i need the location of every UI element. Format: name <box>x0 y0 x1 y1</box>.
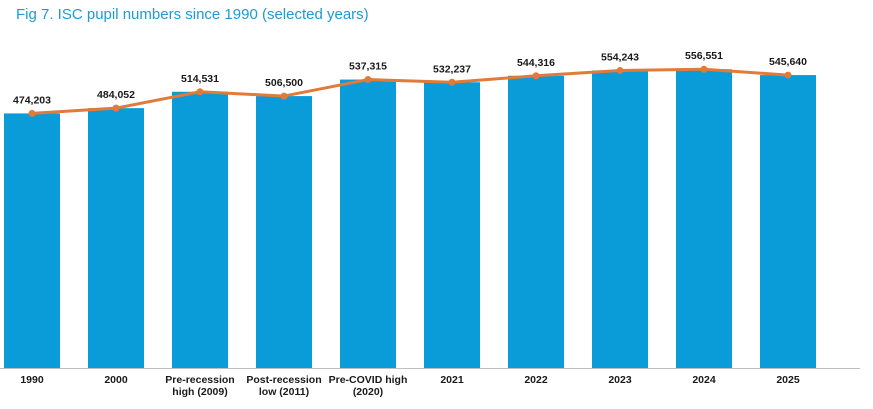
bar-0 <box>4 113 60 369</box>
x-tick-label-9: 2025 <box>776 374 800 386</box>
data-label-6: 544,316 <box>517 57 555 69</box>
data-label-1: 484,052 <box>97 89 135 101</box>
data-label-8: 556,551 <box>685 50 723 62</box>
bar-6 <box>508 75 564 368</box>
bar-2 <box>172 91 228 369</box>
bar-1 <box>88 108 144 368</box>
line-point-2 <box>196 88 204 96</box>
line-point-3 <box>280 92 288 100</box>
line-point-9 <box>784 71 792 79</box>
line-point-6 <box>532 72 540 80</box>
data-label-0: 474,203 <box>13 94 51 106</box>
bar-9 <box>760 75 816 368</box>
line-point-4 <box>364 76 372 84</box>
bar-7 <box>592 70 648 369</box>
trend-line <box>30 67 790 115</box>
x-tick-label-8: 2024 <box>692 374 716 386</box>
bar-4 <box>340 79 396 368</box>
x-tick-label-7: 2023 <box>608 374 632 386</box>
line-point-8 <box>700 65 708 73</box>
x-tick-label-3: Post-recession low (2011) <box>246 374 321 398</box>
bar-8 <box>676 69 732 369</box>
x-tick-label-5: 2021 <box>440 374 464 386</box>
data-label-3: 506,500 <box>265 77 303 89</box>
bar-3 <box>256 96 312 368</box>
data-label-7: 554,243 <box>601 51 639 63</box>
data-label-2: 514,531 <box>181 73 219 85</box>
x-tick-label-0: 1990 <box>20 374 44 386</box>
x-tick-label-6: 2022 <box>524 374 548 386</box>
data-label-4: 537,315 <box>349 61 387 73</box>
chart-title: Fig 7. ISC pupil numbers since 1990 (sel… <box>16 6 369 23</box>
line-point-5 <box>448 78 456 86</box>
data-label-9: 545,640 <box>769 56 807 68</box>
line-point-7 <box>616 66 624 74</box>
x-tick-label-1: 2000 <box>104 374 128 386</box>
x-tick-label-4: Pre-COVID high (2020) <box>329 374 408 398</box>
x-tick-label-2: Pre-recession high (2009) <box>165 374 234 398</box>
line-point-0 <box>28 109 36 117</box>
line-point-1 <box>112 104 120 112</box>
data-label-5: 532,237 <box>433 63 471 75</box>
bar-5 <box>424 82 480 368</box>
